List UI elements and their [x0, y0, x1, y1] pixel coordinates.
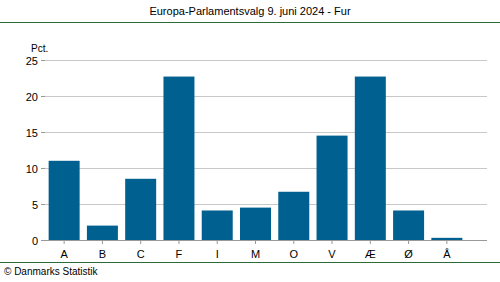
- x-tick-label: C: [137, 248, 145, 260]
- grid-line: [45, 132, 487, 133]
- x-tick: [370, 240, 371, 244]
- x-tick: [140, 240, 141, 244]
- bar: [163, 77, 194, 240]
- x-tick: [102, 240, 103, 244]
- bar: [202, 210, 233, 240]
- y-tick-label: 20: [26, 91, 38, 103]
- footer-rule: [0, 262, 500, 263]
- y-tick-label: 0: [32, 235, 38, 247]
- x-tick: [293, 240, 294, 244]
- title: Europa-Parlamentsvalg 9. juni 2024 - Fur: [149, 5, 350, 17]
- chart: Europa-Parlamentsvalg 9. juni 2024 - Fur…: [0, 0, 500, 282]
- y-tick-label: 25: [26, 55, 38, 67]
- y-tick: [41, 60, 45, 61]
- x-tick: [217, 240, 218, 244]
- x-axis: [45, 240, 487, 241]
- x-tick: [408, 240, 409, 244]
- x-tick-label: Å: [443, 248, 451, 260]
- y-tick: [41, 96, 45, 97]
- grid-line: [45, 168, 487, 169]
- grid-line: [45, 204, 487, 205]
- x-tick: [332, 240, 333, 244]
- header-rule: [0, 22, 500, 23]
- bar: [431, 238, 462, 240]
- x-tick: [178, 240, 179, 244]
- x-tick: [255, 240, 256, 244]
- bar: [240, 208, 271, 240]
- source-note: © Danmarks Statistik: [4, 266, 99, 277]
- grid-line: [45, 240, 487, 241]
- y-tick: [41, 168, 45, 169]
- x-tick-label: V: [328, 248, 336, 260]
- x-tick-label: M: [251, 248, 260, 260]
- x-tick-label: A: [60, 248, 68, 260]
- x-tick-label: F: [176, 248, 183, 260]
- y-tick-label: 5: [32, 199, 38, 211]
- bar: [278, 192, 309, 240]
- bar: [125, 179, 156, 240]
- y-tick-label: 10: [26, 163, 38, 175]
- bar: [393, 210, 424, 240]
- y-tick: [41, 240, 45, 241]
- grid-line: [45, 60, 487, 61]
- bar: [317, 136, 348, 240]
- x-tick-label: B: [99, 248, 106, 260]
- bar: [87, 226, 118, 240]
- x-tick: [446, 240, 447, 244]
- bar: [49, 161, 80, 240]
- x-tick-label: Ø: [404, 248, 413, 260]
- x-tick-label: O: [289, 248, 298, 260]
- y-axis-label: Pct.: [31, 43, 48, 54]
- grid-line: [45, 96, 487, 97]
- bar: [355, 77, 386, 240]
- x-tick: [64, 240, 65, 244]
- y-tick-label: 15: [26, 127, 38, 139]
- x-tick-label: Æ: [365, 248, 376, 260]
- bars: [49, 77, 463, 240]
- y-tick: [41, 132, 45, 133]
- y-tick: [41, 204, 45, 205]
- x-tick-label: I: [216, 248, 219, 260]
